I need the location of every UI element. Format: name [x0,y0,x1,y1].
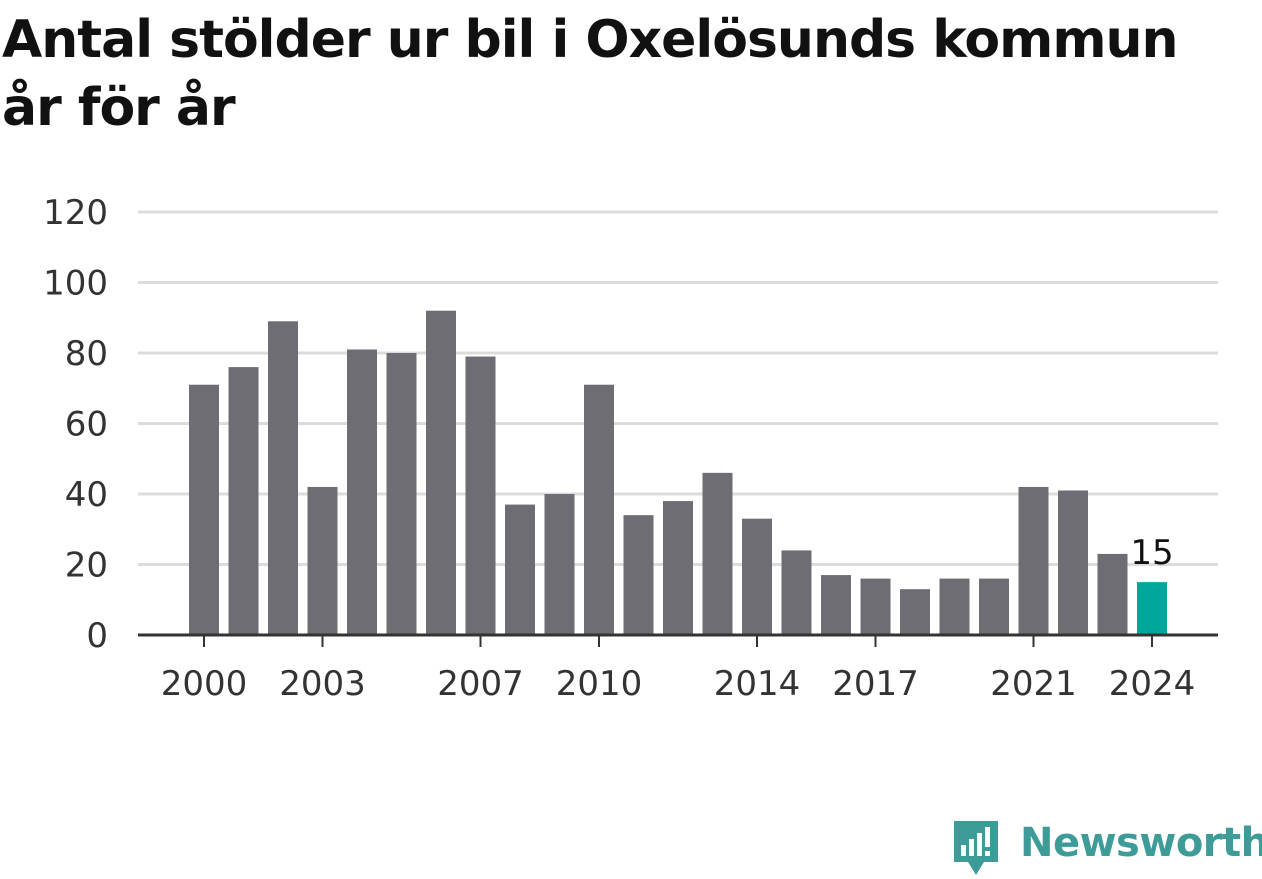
x-tick-label: 2024 [1109,664,1196,704]
bar-2003 [307,486,338,635]
x-tick-label: 2017 [832,664,919,704]
bar-2008 [505,504,535,635]
chart-title: Antal stölder ur bil i Oxelösunds kommun… [2,10,1179,138]
bar-2020 [979,578,1009,635]
x-tick-label: 2000 [161,664,248,704]
bar-2009 [544,494,575,635]
y-axis-ticks: 0 20 40 60 80 100 120 [43,193,108,656]
x-axis-ticks: 2000 2003 2007 2010 2014 2017 2021 2024 [161,635,1196,704]
bar-2018 [900,589,930,635]
bar-2015 [781,550,812,635]
bar-2013 [702,472,733,635]
x-tick-label: 2014 [714,664,801,704]
bar-2011 [623,515,654,635]
bar-2001 [228,367,259,635]
data-label-2024: 15 [1130,533,1173,573]
bar-2024 [1137,582,1167,635]
y-tick-label: 0 [86,616,108,656]
bar-2002 [268,321,298,635]
bar-2007 [465,356,496,635]
brand-name: Newsworthy [1020,820,1262,866]
newsworthy-logo-icon [954,821,998,875]
x-tick-label: 2003 [279,664,366,704]
bar-2000 [189,384,219,635]
y-tick-label: 100 [43,264,108,304]
bar-2012 [663,501,693,635]
bar-2004 [347,349,377,635]
x-tick-label: 2007 [437,664,524,704]
bars [189,310,1167,635]
bar-chart: 0 20 40 60 80 100 120 2000 2003 2007 2010 2014 2017… [43,193,1218,704]
bar-2006 [426,310,456,635]
bar-2016 [821,575,851,635]
bar-2022 [1058,490,1088,635]
data-labels: 15 [1130,533,1173,573]
bar-2014 [742,518,772,635]
bar-2005 [386,353,417,635]
y-tick-label: 20 [65,546,108,586]
y-tick-label: 60 [65,405,108,445]
bar-2010 [584,384,614,635]
y-tick-label: 40 [65,475,108,515]
x-tick-label: 2010 [556,664,643,704]
bar-2017 [860,578,891,635]
bar-2019 [939,578,970,635]
bar-2023 [1097,553,1128,635]
y-tick-label: 80 [65,334,108,374]
bar-2021 [1018,486,1049,635]
x-tick-label: 2021 [990,664,1077,704]
y-tick-label: 120 [43,193,108,233]
